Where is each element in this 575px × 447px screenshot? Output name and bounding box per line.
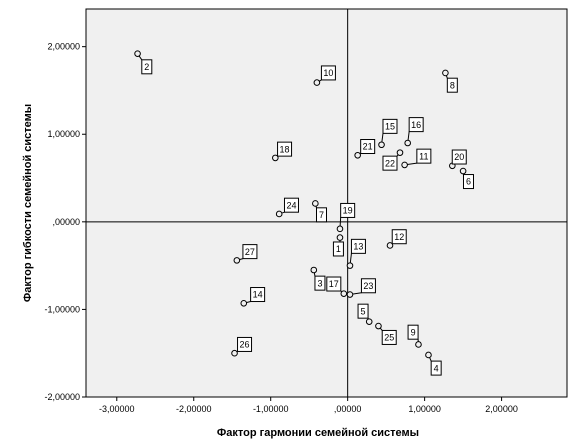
data-point: [378, 141, 385, 149]
data-point: [336, 225, 344, 233]
y-tick-label: ,00000: [52, 217, 80, 227]
data-point: [354, 151, 361, 159]
point-label: 14: [253, 290, 263, 300]
point-label: 19: [343, 206, 353, 216]
point-label-box: [326, 276, 342, 292]
point-label: 15: [385, 122, 395, 132]
point-label: 25: [384, 333, 394, 343]
data-point: [404, 139, 411, 147]
point-label-box: [350, 238, 366, 254]
data-point: [346, 262, 354, 269]
x-tick-label: 2,00000: [485, 404, 518, 414]
point-label-box: [381, 329, 397, 345]
point-label: 13: [353, 242, 363, 252]
data-point: [310, 266, 318, 274]
data-point: [365, 318, 373, 325]
y-tick-label: 2,00000: [47, 42, 80, 52]
point-label: 16: [411, 120, 421, 130]
point-label: 9: [411, 327, 416, 337]
point-label: 2: [144, 62, 149, 72]
data-point: [313, 79, 321, 86]
data-point: [336, 234, 344, 241]
data-point: [386, 242, 394, 249]
data-point: [340, 290, 348, 297]
point-label: 20: [454, 152, 464, 162]
data-point: [272, 154, 279, 162]
point-label: 27: [245, 247, 255, 257]
data-point: [442, 69, 449, 77]
data-point: [375, 322, 382, 330]
y-tick-label: -1,00000: [44, 304, 80, 314]
point-label: 8: [450, 80, 455, 90]
y-tick-label: -2,00000: [44, 392, 80, 402]
data-point: [312, 200, 319, 207]
data-point: [240, 299, 248, 307]
data-point: [401, 161, 408, 169]
point-label-box: [360, 139, 376, 155]
point-label: 23: [363, 281, 373, 291]
point-label-box: [382, 155, 398, 171]
point-label-box: [360, 278, 376, 294]
point-label-box: [283, 197, 299, 213]
point-label: 3: [317, 278, 322, 288]
point-label: 21: [363, 142, 373, 152]
point-label-box: [416, 148, 432, 164]
point-label-box: [407, 324, 419, 340]
point-label: 10: [323, 68, 333, 78]
point-label-box: [250, 287, 266, 303]
data-point: [425, 351, 432, 359]
point-label: 22: [385, 158, 395, 168]
point-label: 6: [466, 177, 471, 187]
x-axis-title: Фактор гармонии семейной системы: [217, 427, 419, 439]
data-point: [415, 341, 422, 348]
point-label-box: [141, 59, 153, 75]
y-axis-title: Фактор гибкости семейной системы: [22, 104, 34, 302]
point-label-box: [332, 241, 344, 257]
x-tick-label: 1,00000: [408, 404, 441, 414]
point-label-box: [446, 77, 458, 93]
point-label-box: [382, 118, 398, 134]
point-label: 26: [240, 340, 250, 350]
x-axis: -3,00000 -2,00000 -1,00000 ,00000 1,00000 2,0…: [99, 397, 518, 414]
x-tick-label: -3,00000: [99, 404, 135, 414]
point-label: 18: [280, 144, 290, 154]
y-tick-label: 1,00000: [47, 129, 80, 139]
data-point: [275, 210, 283, 218]
data-point: [346, 291, 354, 298]
data-point: [459, 167, 467, 175]
point-label: 24: [286, 200, 296, 210]
point-label-box: [242, 244, 258, 260]
point-label-box: [462, 174, 474, 190]
point-label-box: [320, 65, 336, 81]
point-label: 5: [361, 306, 366, 316]
point-label: 17: [329, 279, 339, 289]
point-label-box: [340, 202, 356, 218]
point-label: 4: [434, 363, 439, 373]
point-label-box: [315, 207, 327, 223]
data-point: [396, 149, 404, 156]
y-axis: -2,00000 -1,00000 ,00000 1,00000 2,00000: [44, 42, 86, 402]
point-label-box: [357, 303, 369, 319]
point-label-box: [430, 360, 442, 376]
x-tick-label: -1,00000: [253, 404, 289, 414]
data-point: [134, 50, 141, 57]
point-label: 1: [336, 244, 341, 254]
x-tick-label: ,00000: [334, 404, 362, 414]
point-label-box: [314, 275, 326, 291]
data-point: [231, 349, 238, 357]
point-label-box: [451, 149, 467, 165]
point-label-box: [408, 117, 424, 133]
point-label-box: [237, 336, 253, 352]
point-label: 12: [394, 232, 404, 242]
point-label: 7: [319, 210, 324, 220]
point-label: 11: [419, 151, 428, 161]
x-tick-label: -2,00000: [176, 404, 212, 414]
data-point: [233, 257, 241, 264]
point-label-box: [391, 229, 407, 245]
point-label-box: [277, 141, 293, 157]
